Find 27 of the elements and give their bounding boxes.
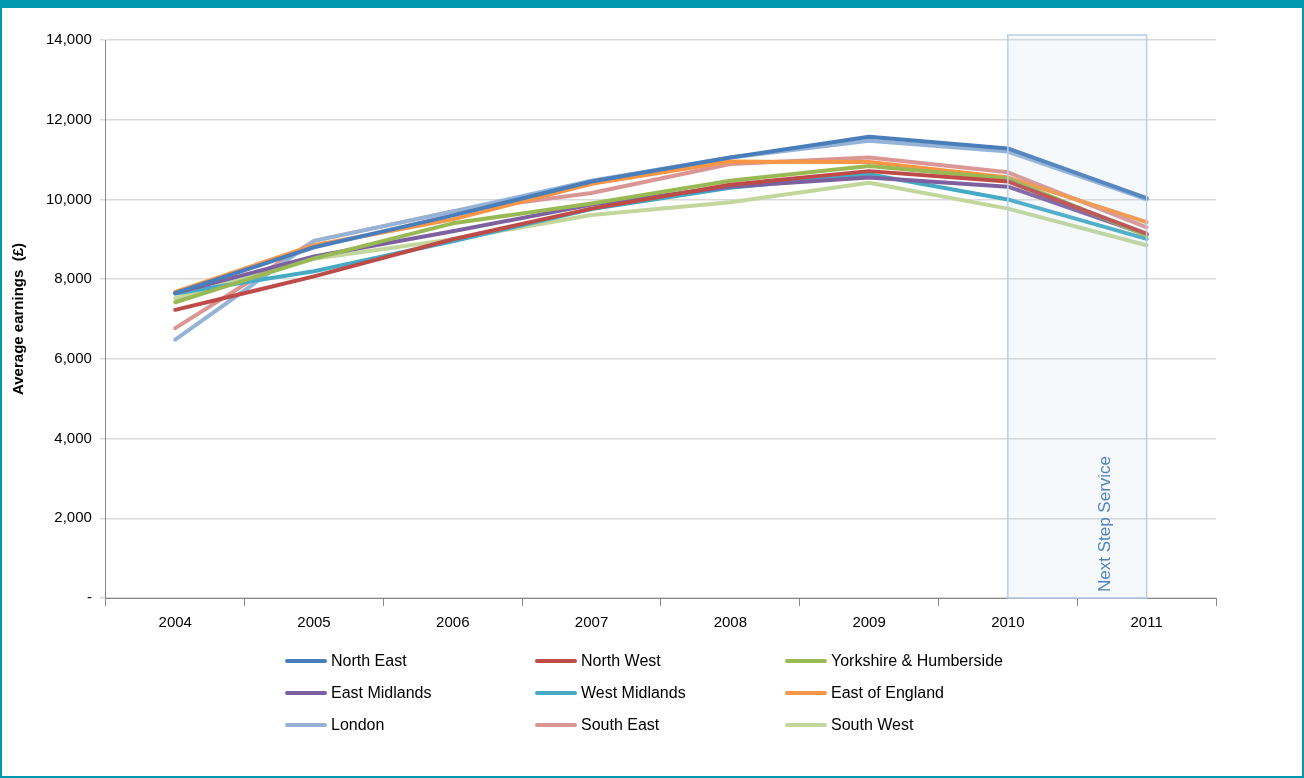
- legend-label: London: [331, 716, 385, 734]
- x-tick-label: 2005: [297, 613, 331, 631]
- legend-label: East Midlands: [331, 684, 432, 702]
- y-tick-label: -: [86, 588, 92, 606]
- legend-label: Yorkshire & Humberside: [831, 652, 1003, 670]
- x-tick-label: 2009: [852, 613, 886, 631]
- legend-label: East of England: [831, 684, 944, 702]
- y-axis-title: Average earnings (£): [9, 243, 27, 395]
- y-tick-label: 12,000: [45, 109, 92, 127]
- legend-label: South East: [581, 716, 660, 734]
- y-tick-label: 4,000: [54, 428, 92, 446]
- legend-label: North West: [581, 652, 661, 670]
- x-tick-label: 2004: [158, 613, 192, 631]
- x-tick-label: 2008: [713, 613, 748, 631]
- y-tick-label: 8,000: [54, 269, 92, 287]
- legend-label: West Midlands: [581, 684, 686, 702]
- legend-label: North East: [331, 652, 407, 670]
- y-tick-label: 14,000: [45, 30, 92, 48]
- x-tick-label: 2011: [1130, 613, 1163, 631]
- x-tick-label: 2010: [991, 613, 1025, 631]
- legend-label: South West: [831, 716, 914, 734]
- y-tick-label: 2,000: [54, 508, 92, 526]
- y-tick-label: 10,000: [45, 189, 92, 207]
- x-tick-label: 2006: [436, 613, 470, 631]
- band-label: Next Step Service: [1094, 455, 1114, 592]
- y-tick-label: 6,000: [54, 349, 92, 366]
- x-tick-label: 2007: [574, 613, 609, 631]
